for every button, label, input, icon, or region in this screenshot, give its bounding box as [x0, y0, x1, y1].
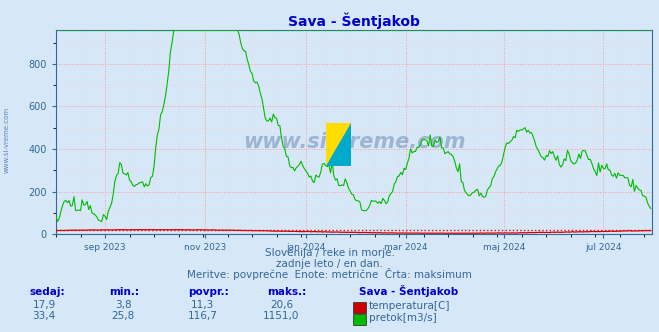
- Text: 25,8: 25,8: [111, 311, 135, 321]
- Text: 116,7: 116,7: [187, 311, 217, 321]
- Text: min.:: min.:: [109, 288, 139, 297]
- Text: 17,9: 17,9: [32, 300, 56, 310]
- Text: 33,4: 33,4: [32, 311, 56, 321]
- Text: Meritve: povprečne  Enote: metrične  Črta: maksimum: Meritve: povprečne Enote: metrične Črta:…: [187, 268, 472, 280]
- Polygon shape: [326, 123, 351, 166]
- Title: Sava - Šentjakob: Sava - Šentjakob: [288, 12, 420, 29]
- Text: www.si-vreme.com: www.si-vreme.com: [243, 132, 465, 152]
- Text: www.si-vreme.com: www.si-vreme.com: [3, 106, 10, 173]
- Text: 1151,0: 1151,0: [263, 311, 300, 321]
- Text: 20,6: 20,6: [270, 300, 293, 310]
- Text: temperatura[C]: temperatura[C]: [369, 301, 451, 311]
- Text: sedaj:: sedaj:: [30, 288, 65, 297]
- Text: 3,8: 3,8: [115, 300, 132, 310]
- Text: maks.:: maks.:: [267, 288, 306, 297]
- Text: pretok[m3/s]: pretok[m3/s]: [369, 313, 437, 323]
- Text: Sava - Šentjakob: Sava - Šentjakob: [359, 286, 459, 297]
- Text: 11,3: 11,3: [190, 300, 214, 310]
- Text: Slovenija / reke in morje.: Slovenija / reke in morje.: [264, 248, 395, 258]
- Text: povpr.:: povpr.:: [188, 288, 229, 297]
- Polygon shape: [326, 123, 351, 166]
- Text: zadnje leto / en dan.: zadnje leto / en dan.: [276, 259, 383, 269]
